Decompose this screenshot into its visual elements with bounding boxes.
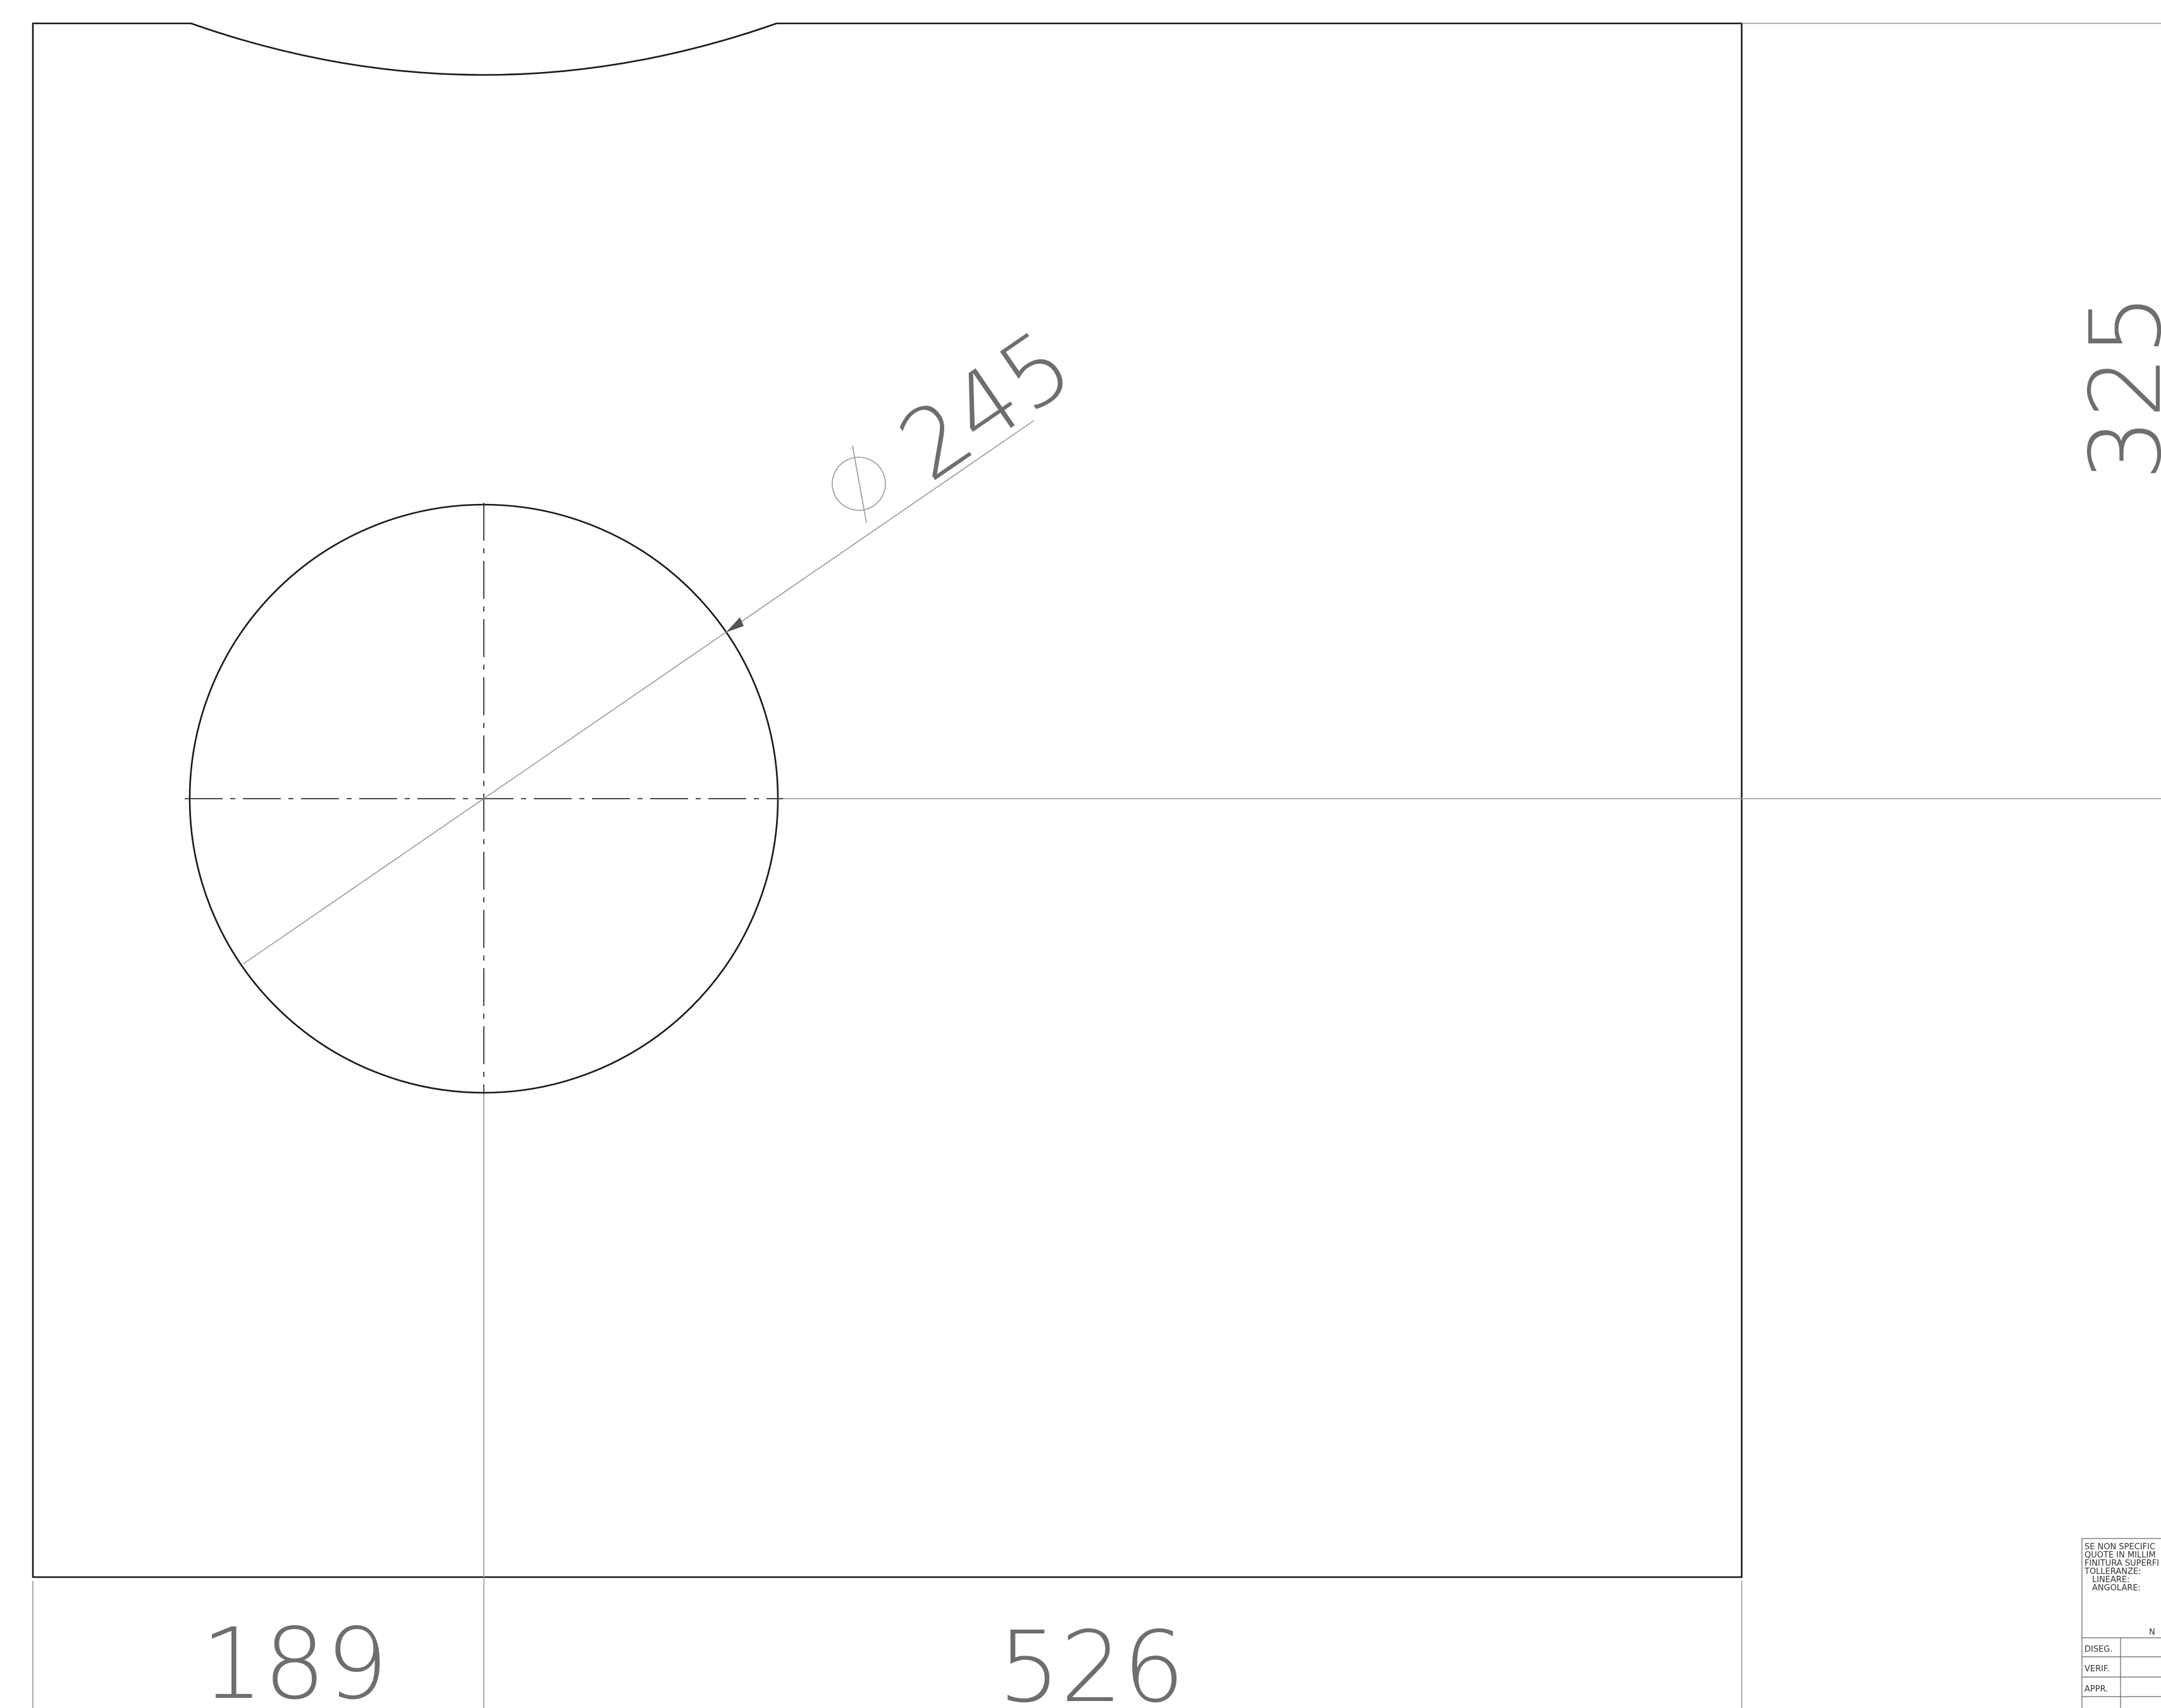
title-block-note-2: QUOTE IN MILLIM [2084,1551,2156,1560]
title-block-note-4: TOLLERANZE: [2084,1567,2141,1576]
title-block-row-appr: APPR. [2084,1685,2108,1694]
dimension-hole-diameter: 245 [880,309,1092,503]
diameter-leader-line [243,420,1035,964]
title-block-note-3: FINITURA SUPERFI [2084,1559,2159,1568]
title-block-note-6: ANGOLARE: [2092,1583,2141,1593]
title-block-row-diseg: DISEG. [2084,1645,2113,1654]
dimension-bottom-right: 526 [998,1610,1185,1708]
title-block-row-verif: VERIF. [2084,1664,2110,1674]
title-block-note-1: SE NON SPECIFIC [2084,1542,2155,1552]
title-block: SE NON SPECIFIC QUOTE IN MILLIM FINITURA… [2081,1538,2161,1708]
title-block-note-5: LINEARE: [2092,1575,2130,1585]
diameter-symbol-icon [832,445,886,524]
diameter-arrowhead [726,617,744,632]
title-block-column-header: N [2149,1628,2155,1637]
part-outline [32,22,1743,1578]
dimension-bottom-left: 189 [201,1607,388,1708]
dimension-right-vertical: 325 [2069,293,2161,481]
